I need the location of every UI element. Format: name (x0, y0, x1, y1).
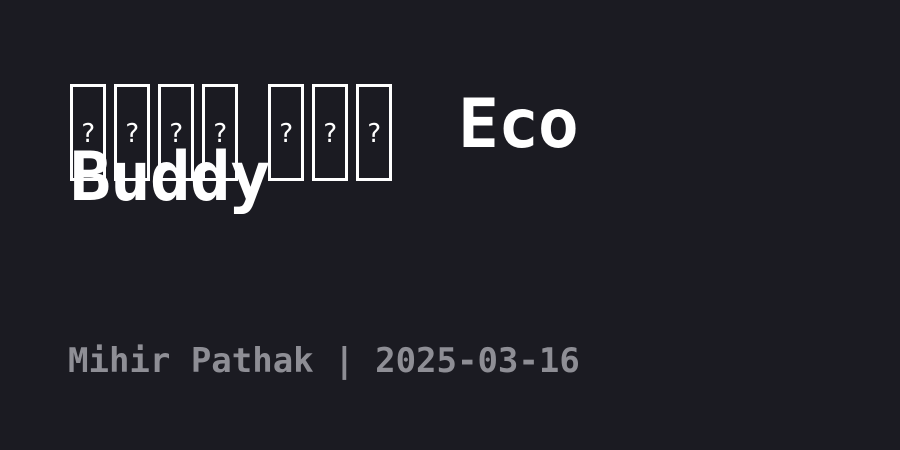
unrendered-word-2: ??? (268, 84, 400, 181)
publish-date: 2025-03-16 (375, 341, 580, 381)
title-word-eco: Eco (458, 85, 579, 164)
meta-separator: | (334, 341, 355, 381)
post-meta: Mihir Pathak | 2025-03-16 (68, 340, 580, 382)
title-line-1: ???? ??? Eco (70, 84, 830, 181)
missing-glyph-box: ? (202, 84, 238, 181)
post-title: ???? ??? Eco Buddy (70, 84, 830, 215)
missing-glyph-box: ? (114, 84, 150, 181)
unrendered-word-1: ???? (70, 84, 246, 181)
missing-glyph-box: ? (70, 84, 106, 181)
missing-glyph-box: ? (268, 84, 304, 181)
author-name: Mihir Pathak (68, 341, 314, 381)
missing-glyph-box: ? (158, 84, 194, 181)
missing-glyph-box: ? (356, 84, 392, 181)
unrendered-glyphs: ???? ??? (70, 84, 422, 181)
missing-glyph-box: ? (312, 84, 348, 181)
